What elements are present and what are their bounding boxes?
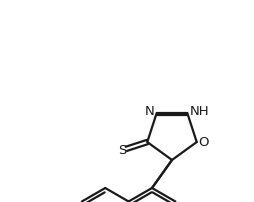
Text: S: S [118,144,127,157]
Text: N: N [145,105,155,118]
Text: O: O [199,136,209,148]
Text: NH: NH [189,105,209,118]
